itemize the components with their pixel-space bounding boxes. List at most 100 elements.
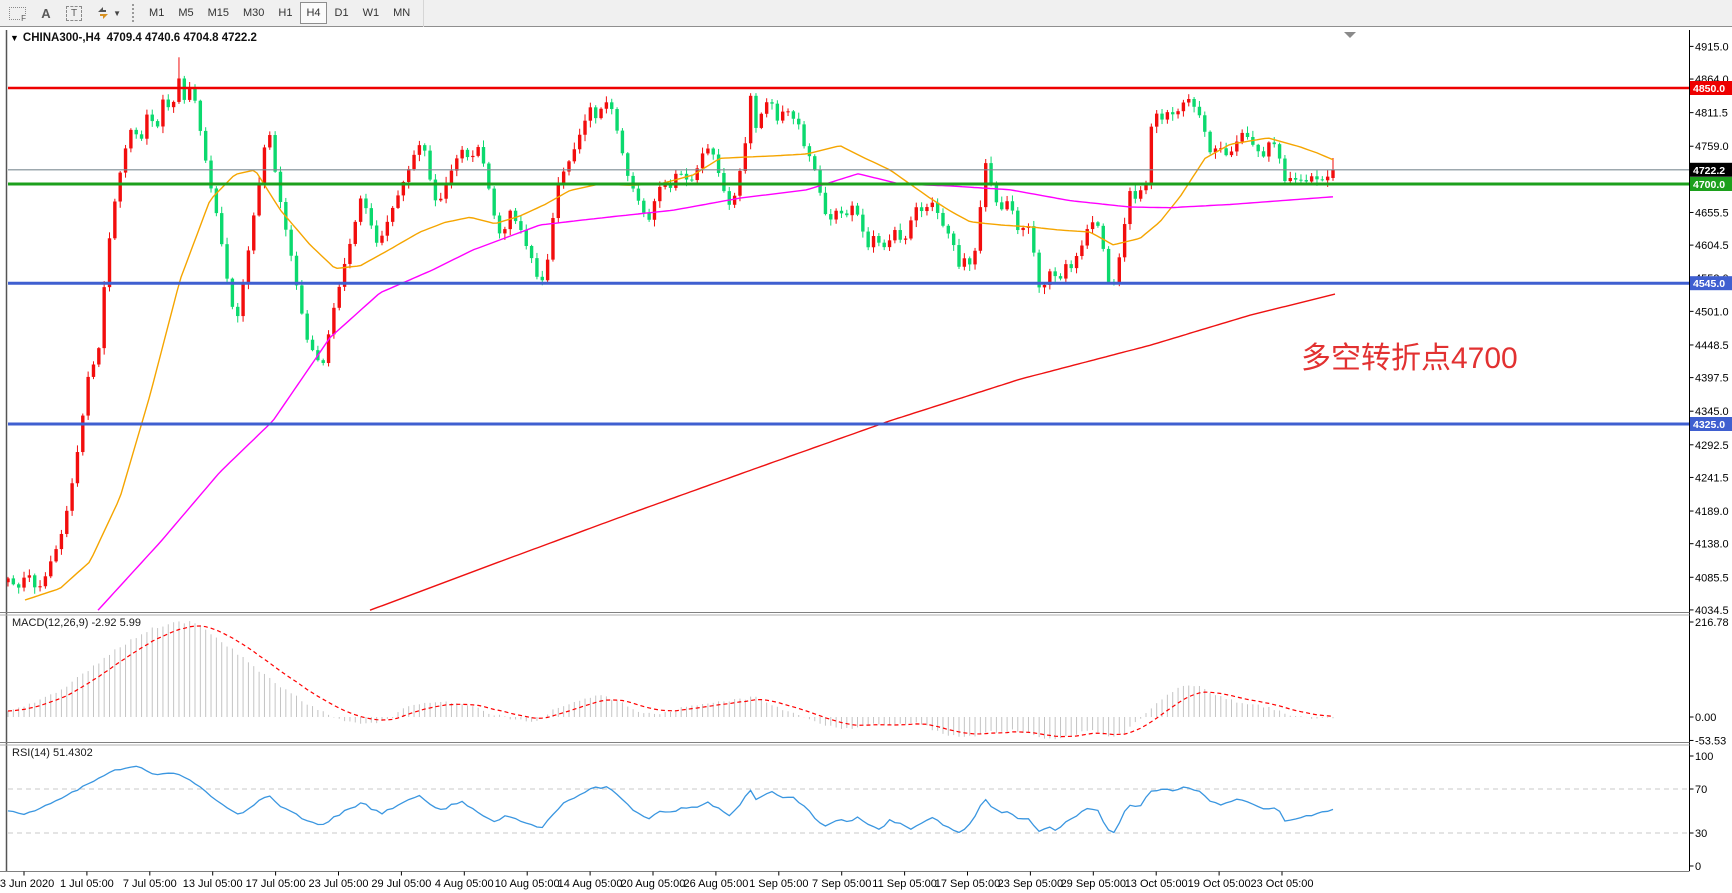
candle-body: [1160, 113, 1164, 120]
cycle-arrows-button[interactable]: ▼: [90, 2, 127, 24]
candle-body: [786, 111, 790, 113]
timeframe-button-M1[interactable]: M1: [143, 2, 170, 24]
price-badge-4700: 4700.0: [1690, 177, 1732, 191]
candle-body: [220, 213, 224, 245]
candle-body: [70, 483, 74, 511]
candle-body: [65, 510, 69, 534]
candle-body: [791, 111, 796, 119]
price-tick-label: 4241.5: [1695, 472, 1729, 484]
candle-body: [171, 101, 176, 108]
price-tick-label: 4138.0: [1695, 539, 1729, 551]
timeframe-button-H1[interactable]: H1: [272, 2, 298, 24]
candle-body: [246, 250, 251, 285]
candle-body: [332, 307, 336, 335]
price-badge-4325: 4325.0: [1690, 417, 1732, 431]
candle-body: [43, 576, 48, 587]
candle-body: [551, 218, 555, 260]
candle-body: [118, 172, 122, 202]
candle-body: [1320, 179, 1325, 181]
candle-body: [390, 207, 395, 222]
candle-body: [257, 183, 261, 216]
chart-canvas[interactable]: 4915.04864.04811.54759.04655.54604.54553…: [0, 28, 1732, 893]
candle-body: [759, 113, 764, 128]
candle-body: [198, 100, 203, 131]
candle-body: [935, 202, 940, 213]
price-tick-label: 4292.5: [1695, 440, 1729, 452]
macd-tick-label: -53.53: [1695, 735, 1726, 747]
candle-body: [342, 263, 347, 287]
candle-body: [823, 192, 828, 215]
candle-body: [1037, 252, 1041, 288]
candle-body: [722, 173, 726, 192]
candle-body: [615, 109, 619, 131]
candle-body: [989, 163, 993, 183]
candle-body: [449, 170, 454, 184]
candle-body: [914, 207, 918, 221]
candle-body: [893, 230, 897, 241]
candle-body: [909, 220, 913, 239]
candle-body: [455, 158, 459, 171]
moving-averages: [24, 137, 1336, 611]
price-tick-label: 4448.5: [1695, 340, 1729, 352]
timeframe-button-D1[interactable]: D1: [329, 2, 355, 24]
candle-body: [305, 313, 309, 340]
text-label-button[interactable]: A: [34, 2, 58, 24]
candle-body: [663, 185, 667, 187]
candle-body: [460, 149, 464, 159]
candle-body: [1192, 99, 1196, 107]
candle-body: [807, 146, 812, 157]
candle-body: [123, 148, 128, 173]
candle-body: [668, 185, 673, 188]
chart-shift-marker-icon[interactable]: [1344, 32, 1356, 38]
candle-body: [412, 154, 416, 170]
candle-body: [310, 339, 315, 351]
chart-area: 4915.04864.04811.54759.04655.54604.54553…: [0, 28, 1732, 893]
candle-body: [428, 150, 432, 180]
date-tick-label: 10 Aug 05:00: [495, 878, 560, 890]
indicator-grid-button[interactable]: F: [3, 2, 32, 24]
candle-body: [1010, 201, 1015, 211]
candle-body: [1032, 226, 1036, 253]
timeframe-button-M30[interactable]: M30: [237, 2, 270, 24]
date-axis[interactable]: 23 Jun 2020 1 Jul 05:00 7 Jul 05:00 13 Jul …: [0, 871, 1314, 891]
candle-body: [161, 99, 165, 127]
candle-body: [877, 236, 881, 243]
candle-body: [962, 258, 967, 267]
candle-body: [861, 214, 865, 232]
candle-body: [727, 191, 731, 205]
text-box-button[interactable]: T: [60, 2, 88, 24]
candle-body: [241, 284, 245, 317]
candle-body: [401, 181, 406, 196]
candle-body: [97, 348, 101, 365]
candle-body: [903, 238, 908, 240]
timeframe-button-M15[interactable]: M15: [202, 2, 235, 24]
candle-body: [203, 130, 208, 161]
candle-body: [139, 134, 144, 139]
candle-body: [129, 129, 133, 149]
candle-body: [380, 235, 384, 243]
candle-body: [107, 238, 112, 288]
timeframe-button-W1[interactable]: W1: [357, 2, 386, 24]
candle-body: [1133, 191, 1138, 199]
candle-body: [1101, 225, 1105, 249]
date-tick-label: 11 Sep 05:00: [872, 878, 937, 890]
toolbar-grip[interactable]: [132, 4, 137, 22]
timeframe-button-MN[interactable]: MN: [387, 2, 416, 24]
candle-body: [978, 207, 983, 251]
candle-body: [626, 153, 630, 176]
candle-body: [700, 153, 705, 169]
candle-body: [1000, 202, 1004, 210]
timeframe-button-M5[interactable]: M5: [172, 2, 199, 24]
candle-body: [1074, 256, 1079, 269]
candle-body: [508, 210, 512, 230]
candle-body: [898, 230, 902, 240]
timeframe-button-H4[interactable]: H4: [300, 2, 327, 24]
candle-body: [1176, 111, 1180, 115]
candle-body: [652, 201, 657, 220]
candle-body: [294, 255, 299, 286]
candle-body: [54, 549, 58, 562]
candle-body: [866, 231, 870, 248]
candle-body: [7, 578, 10, 583]
candle-body: [1122, 224, 1127, 258]
candlestick-series: [7, 57, 1335, 594]
